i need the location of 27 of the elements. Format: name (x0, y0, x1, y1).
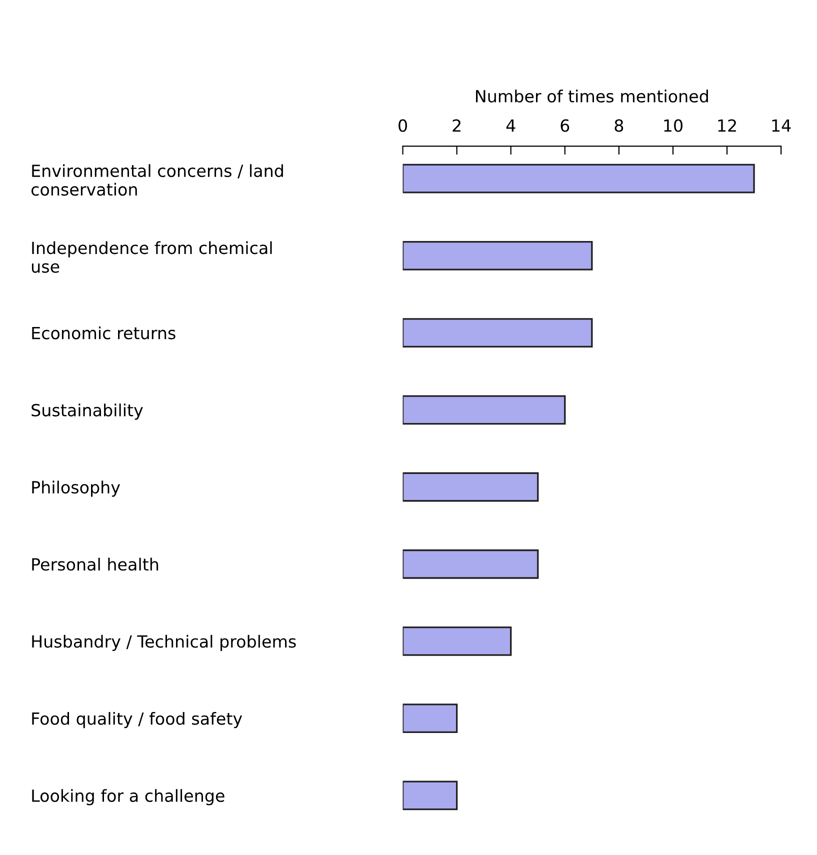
bar (402, 780, 458, 810)
bar (402, 704, 458, 734)
y-tick-label: Philosophy (32, 480, 120, 497)
y-tick-label: Looking for a challenge (32, 789, 224, 806)
x-tick-label: 0 (398, 119, 407, 132)
bar (402, 395, 566, 425)
y-tick-label: Independence from chemical use (32, 241, 272, 273)
bar (402, 549, 539, 579)
x-tick-label: 14 (772, 119, 791, 132)
bar (402, 240, 593, 270)
x-tick-label: 8 (614, 119, 624, 132)
x-tick-label: 12 (718, 119, 736, 132)
x-tick-label: 10 (664, 119, 682, 132)
x-tick-label: 2 (452, 119, 460, 132)
x-tick-label: 4 (506, 119, 516, 132)
y-tick-label: Husbandry / Technical problems (32, 634, 296, 652)
x-tick-label: 6 (560, 119, 570, 132)
y-tick-label: Personal health (32, 558, 158, 571)
bar (402, 626, 512, 656)
y-tick-label: Sustainability (32, 404, 143, 420)
bar (402, 164, 755, 194)
x-axis-title: Number of times mentioned (476, 90, 708, 103)
y-tick-label: Environmental concerns / land conservation (31, 164, 283, 196)
bar (402, 318, 593, 348)
y-tick-label: Food quality / food safety (32, 712, 242, 728)
bar (402, 472, 539, 502)
y-tick-label: Economic returns (32, 326, 176, 340)
